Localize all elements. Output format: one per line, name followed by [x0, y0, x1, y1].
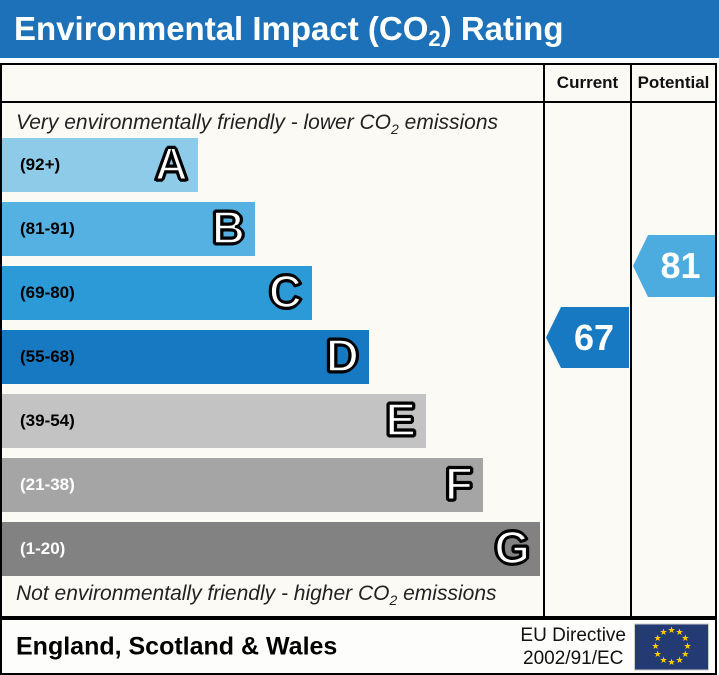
band-b: (81-91) B	[2, 200, 255, 256]
band-range: (39-54)	[20, 411, 75, 430]
title-text: Environmental Impact (CO2) Rating	[14, 10, 564, 51]
band-range: (81-91)	[20, 219, 75, 238]
band-d: (55-68) D	[2, 328, 369, 384]
eu-flag-star: ★	[659, 654, 668, 665]
band-letter: D	[325, 328, 361, 383]
band-a: (92+) A	[2, 136, 198, 192]
footer: England, Scotland & Wales EU Directive 2…	[0, 618, 717, 675]
band-g: (1-20) G	[2, 520, 540, 576]
eu-directive-line2: 2002/91/EC	[523, 647, 624, 669]
eu-directive-line1: EU Directive	[520, 624, 626, 646]
eu-flag-star: ★	[667, 657, 676, 667]
band-letter: C	[268, 264, 304, 319]
band-range: (21-38)	[20, 475, 75, 494]
band-e: (39-54) E	[2, 392, 426, 448]
eu-flag-star: ★	[683, 641, 692, 651]
band-letter: B	[211, 200, 247, 255]
potential-indicator: 81	[633, 235, 715, 297]
eu-flag-star: ★	[675, 627, 684, 638]
eu-flag-star: ★	[651, 641, 660, 651]
potential-column-divider	[630, 65, 632, 616]
band-range: (92+)	[20, 155, 61, 174]
rating-table: Current Potential Very environmentally f…	[0, 63, 717, 618]
band-range: (69-80)	[20, 283, 75, 302]
eu-flag: ★ ★ ★ ★ ★ ★ ★ ★ ★ ★ ★ ★	[635, 624, 708, 669]
eu-flag-star: ★	[675, 654, 684, 665]
eu-flag-star: ★	[653, 649, 662, 659]
band-f: (21-38) F	[2, 456, 483, 512]
bottom-note: Not environmentally friendly - higher CO…	[16, 582, 497, 609]
band-range: (55-68)	[20, 347, 75, 366]
band-letter: E	[384, 392, 417, 447]
band-letter: G	[493, 520, 531, 575]
potential-column-header: Potential	[637, 73, 710, 92]
current-value: 67	[573, 316, 615, 358]
current-indicator: 67	[546, 307, 629, 368]
band-range: (1-20)	[20, 539, 66, 558]
eu-directive-label: EU Directive 2002/91/EC	[520, 624, 626, 670]
eu-flag-star: ★	[681, 633, 690, 643]
eu-flag-star: ★	[681, 649, 690, 659]
eu-flag-star: ★	[653, 633, 662, 643]
band-letter: A	[154, 136, 190, 191]
rating-bands: (92+) A (81-91) B (69-80) C (55-68) D (3…	[2, 136, 540, 576]
eu-flag-star: ★	[667, 625, 676, 635]
top-note: Very environmentally friendly - lower CO…	[16, 111, 499, 138]
eu-flag-star: ★	[659, 627, 668, 638]
band-c: (69-80) C	[2, 264, 312, 320]
page-title: Environmental Impact (CO2) Rating	[0, 0, 719, 58]
current-column-header: Current	[556, 73, 619, 92]
potential-value: 81	[660, 245, 701, 286]
header-divider	[2, 101, 715, 103]
current-column-divider	[543, 65, 545, 616]
region-label: England, Scotland & Wales	[16, 632, 338, 660]
band-letter: F	[444, 456, 475, 511]
